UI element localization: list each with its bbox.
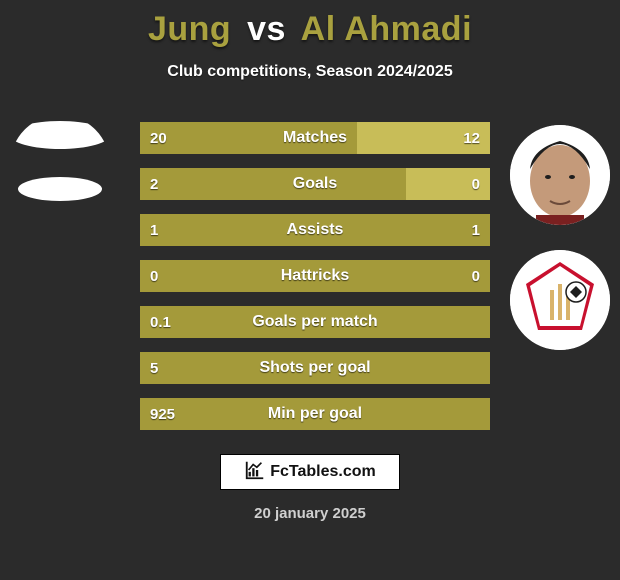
title-player2: Al Ahmadi (301, 10, 472, 48)
stat-value-right: 12 (453, 122, 490, 154)
stat-label: Assists (140, 214, 490, 246)
stat-value-right: 0 (462, 260, 490, 292)
stat-label: Min per goal (140, 398, 490, 430)
stat-row: Matches20 12 (140, 122, 490, 154)
stat-row: Assists1 1 (140, 214, 490, 246)
comparison-card: Jung vs Al Ahmadi Club competitions, Sea… (0, 0, 620, 580)
player1-club-logo (15, 165, 105, 215)
footer-date: 20 january 2025 (0, 505, 620, 522)
stat-value-left: 5 (140, 352, 168, 384)
page-title: Jung vs Al Ahmadi (0, 10, 620, 49)
subtitle: Club competitions, Season 2024/2025 (0, 63, 620, 81)
stat-label: Shots per goal (140, 352, 490, 384)
stat-row: Min per goal925 (140, 398, 490, 430)
title-vs: vs (247, 10, 286, 48)
stat-value-left: 925 (140, 398, 185, 430)
stat-row: Goals per match0.1 (140, 306, 490, 338)
stat-value-left: 1 (140, 214, 168, 246)
stat-label: Goals (140, 168, 490, 200)
chart-icon (244, 459, 266, 486)
site-logo[interactable]: FcTables.com (220, 454, 400, 490)
site-logo-text: FcTables.com (270, 463, 376, 481)
stat-value-left: 0.1 (140, 306, 181, 338)
stat-row: Hattricks0 0 (140, 260, 490, 292)
stat-value-left: 2 (140, 168, 168, 200)
stat-value-right: 0 (462, 168, 490, 200)
stat-label: Matches (140, 122, 490, 154)
stat-value-left: 0 (140, 260, 168, 292)
stat-label: Hattricks (140, 260, 490, 292)
player2-club-logo (510, 250, 610, 350)
stats-bars: Matches2012Goals20Assists11Hattricks00Go… (140, 122, 490, 444)
stat-value-left: 20 (140, 122, 177, 154)
stat-row: Goals2 0 (140, 168, 490, 200)
stat-row: Shots per goal5 (140, 352, 490, 384)
stat-label: Goals per match (140, 306, 490, 338)
title-player1: Jung (148, 10, 231, 48)
stat-value-right: 1 (462, 214, 490, 246)
player2-photo (510, 125, 610, 225)
